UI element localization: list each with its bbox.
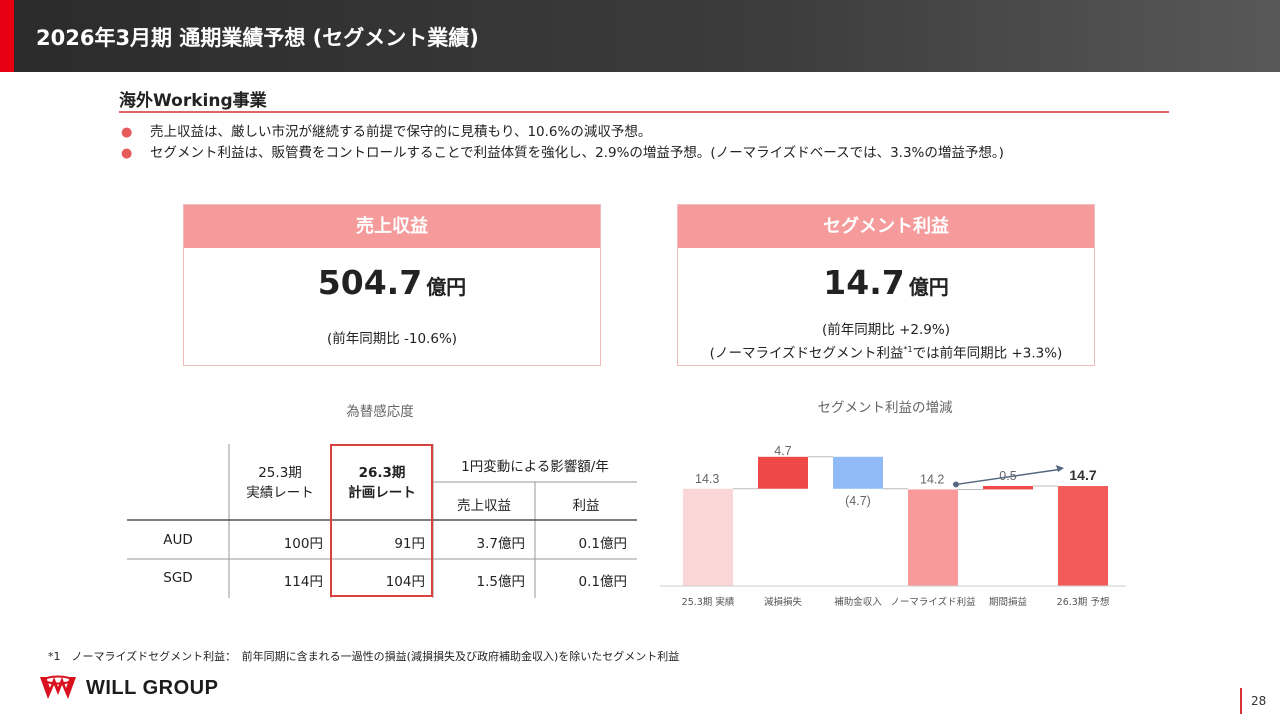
bullet-text: セグメント利益は、販管費をコントロールすることで利益体質を強化し、2.9%の増益… (150, 145, 1004, 161)
trend-arrowhead-icon (1056, 465, 1064, 473)
will-group-logo-mark-icon (40, 675, 76, 699)
waterfall-bar (758, 456, 808, 489)
slide-title: 2026年3月期 通期業績予想 (セグメント業績) (36, 26, 479, 50)
category-label: 25.3期 実績 (682, 596, 735, 608)
waterfall-bar (683, 488, 733, 586)
fx-header-prev: 25.3期 実績レート (229, 463, 331, 503)
bullet-dot-icon: ● (121, 146, 133, 161)
category-label: 減損損失 (764, 596, 803, 608)
revenue-value: 504.7 億円 (184, 263, 600, 302)
section-title: 海外Working事業 (119, 91, 267, 111)
fx-header-prev-label: 実績レート (246, 485, 314, 501)
bar-value-label: (4.7) (845, 494, 871, 508)
fx-row-revenue: 3.7億円 (476, 536, 525, 552)
fx-row-profit: 0.1億円 (578, 574, 627, 590)
revenue-note: (前年同期比 -10.6%) (326, 331, 458, 347)
header-accent-bar (0, 0, 14, 72)
logo-text: WILL GROUP (86, 677, 219, 699)
fx-header-revenue: 売上収益 (457, 498, 511, 514)
section-heading: 海外Working事業 (119, 86, 1169, 113)
waterfall-bar (1058, 486, 1108, 586)
fx-row-revenue: 1.5億円 (476, 574, 525, 590)
waterfall-bar (908, 489, 958, 586)
trend-arrow-start-icon (953, 481, 959, 488)
revenue-unit: 億円 (426, 275, 467, 299)
bullet-list: ● 売上収益は、厳しい市況が継続する前提で保守的に見積もり、10.6%の減収予想… (119, 122, 1219, 164)
segment-profit-card: セグメント利益 14.7 億円 (前年同期比 +2.9%) (ノーマライズドセグメ… (677, 204, 1095, 366)
bar-value-label: 14.7 (1069, 467, 1096, 483)
fx-header-prev-period: 25.3期 (258, 465, 302, 481)
profit-note-normalized-a: (ノーマライズドセグメント利益 (709, 345, 904, 362)
bullet-dot-icon: ● (121, 125, 133, 140)
fx-sensitivity-table: 25.3期 実績レート 26.3期 計画レート 1円変動による影響額/年 売上収… (127, 444, 637, 598)
profit-card-title: セグメント利益 (678, 205, 1094, 248)
fx-header-plan-period: 26.3期 (358, 465, 406, 481)
fx-header-plan-label: 計画レート (348, 485, 416, 501)
waterfall-chart-title: セグメント利益の増減 (817, 400, 953, 416)
bullet-item: ● セグメント利益は、販管費をコントロールすることで利益体質を強化し、2.9%の… (119, 143, 1219, 164)
profit-note-normalized: (ノーマライズドセグメント利益*1では前年同期比 +3.3%) (678, 340, 1094, 364)
slide-header: 2026年3月期 通期業績予想 (セグメント業績) (0, 0, 1280, 72)
page-number-bar (1240, 688, 1242, 714)
fx-row-prev: 100円 (283, 536, 323, 552)
profit-number: 14.7 (823, 263, 905, 302)
bar-value-label: 14.2 (920, 472, 944, 486)
profit-value: 14.7 億円 (678, 263, 1094, 302)
footnote: *1 ノーマライズドセグメント利益： 前年同期に含まれる一過性の損益(減損損失及… (48, 650, 680, 663)
bar-value-label: 4.7 (774, 444, 791, 458)
fx-row-plan: 91円 (394, 536, 425, 552)
plan-rate-highlight (330, 444, 433, 597)
profit-note-yoy: (前年同期比 +2.9%) (822, 322, 950, 338)
profit-unit: 億円 (908, 275, 949, 299)
category-label: 期間損益 (989, 596, 1028, 608)
revenue-card-title: 売上収益 (184, 205, 600, 248)
fx-row-currency: SGD (163, 570, 193, 586)
category-label: 補助金収入 (834, 596, 882, 608)
segment-profit-waterfall-chart: 14.3 25.3期 実績 4.7 減損損失 (4.7) 補助金収入 14.2 ノーマライズド… (660, 444, 1126, 608)
company-logo: WILL GROUP (38, 673, 268, 703)
bar-value-label: 14.3 (695, 472, 719, 486)
waterfall-bar (833, 456, 883, 489)
revenue-number: 504.7 (317, 263, 423, 302)
footnote-marker: *1 (903, 345, 913, 354)
profit-note-normalized-b: では前年同期比 +3.3%) (912, 345, 1063, 362)
fx-header-profit: 利益 (572, 498, 600, 514)
page-number: 28 (1251, 694, 1267, 708)
bullet-item: ● 売上収益は、厳しい市況が継続する前提で保守的に見積もり、10.6%の減収予想… (119, 122, 1219, 143)
bullet-text: 売上収益は、厳しい市況が継続する前提で保守的に見積もり、10.6%の減収予想。 (150, 124, 652, 140)
fx-table-title: 為替感応度 (346, 404, 414, 420)
trend-arrow-line (955, 468, 1060, 486)
revenue-card: 売上収益 504.7 億円 (前年同期比 -10.6%) (183, 204, 601, 366)
category-label: 26.3期 予想 (1057, 596, 1110, 608)
waterfall-bar (983, 486, 1033, 490)
fx-row-profit: 0.1億円 (578, 536, 627, 552)
bar-value-label: 0.5 (999, 469, 1016, 483)
fx-row-plan: 104円 (385, 574, 425, 590)
fx-row-prev: 114円 (283, 574, 323, 590)
fx-header-impact: 1円変動による影響額/年 (461, 459, 609, 475)
fx-header-plan: 26.3期 計画レート (331, 463, 433, 503)
fx-row-currency: AUD (163, 532, 193, 548)
category-label: ノーマライズド利益 (890, 596, 976, 608)
